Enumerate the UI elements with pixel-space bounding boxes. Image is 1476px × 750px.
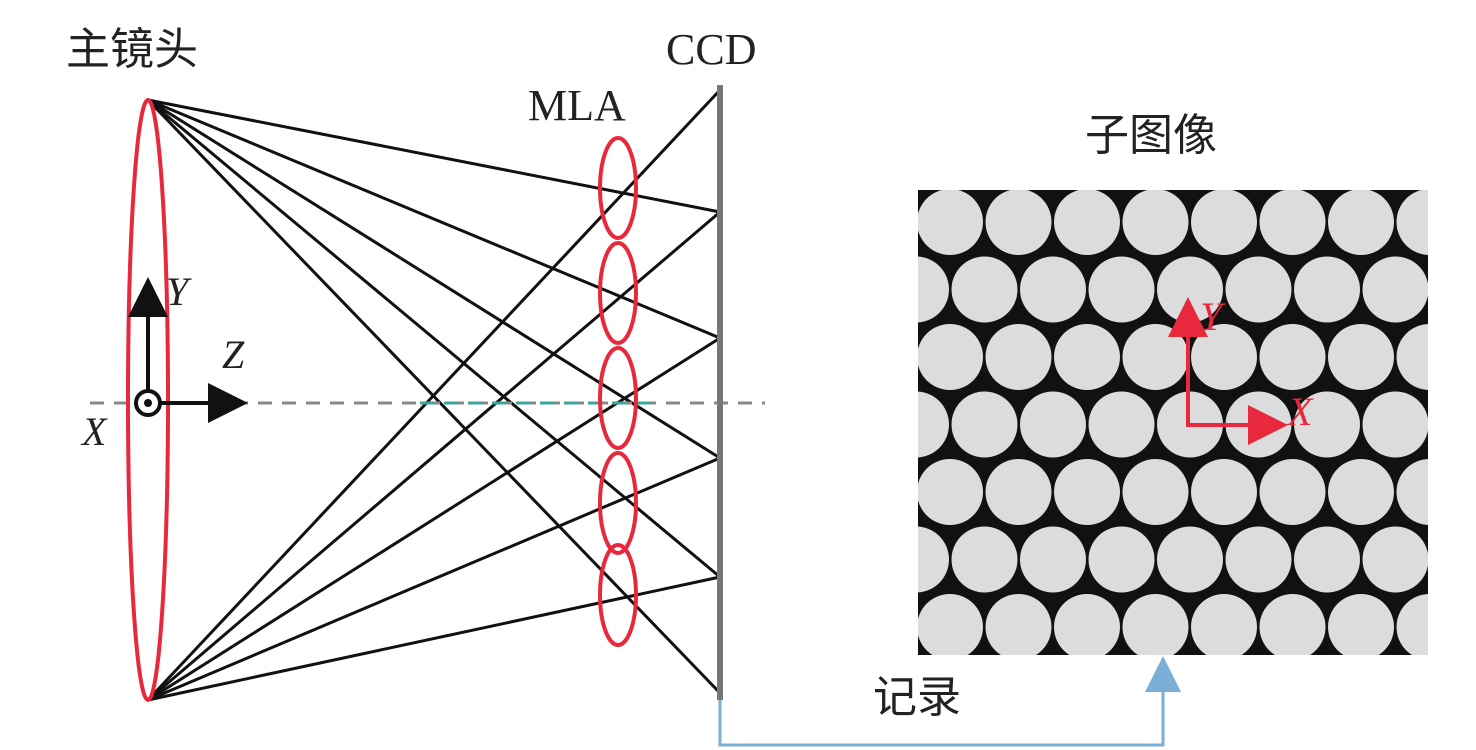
sub-image-cell	[1020, 391, 1086, 458]
ccd-label: CCD	[666, 25, 756, 74]
ray	[147, 98, 721, 340]
sub-image-cell	[1431, 257, 1476, 323]
sub-image-cell	[1396, 459, 1428, 525]
sub-image-cell	[1328, 324, 1394, 390]
sub-image-cell	[918, 324, 983, 390]
sub-image-cell	[918, 526, 949, 593]
sub-image-cell	[1259, 324, 1326, 390]
sub-image-cell	[815, 392, 881, 458]
sub-image-cell	[1396, 324, 1428, 390]
sub-image-cell	[985, 324, 1052, 390]
record-arrow	[718, 656, 1181, 747]
sub-image-cell	[1362, 391, 1428, 458]
sub-image-cell	[985, 459, 1052, 525]
sub-image-cell	[985, 190, 1052, 255]
sub-image-label: 子图像	[1085, 110, 1217, 161]
sub-image-cell	[815, 257, 881, 323]
sub-image-cell	[849, 594, 915, 660]
main-lens	[126, 98, 170, 702]
sub-image-cell	[1054, 459, 1120, 525]
sub-image-cell	[1328, 190, 1394, 255]
microlens	[598, 241, 638, 345]
ray	[147, 210, 721, 702]
sub-image-cell	[1191, 324, 1257, 390]
sub-image-cell	[1225, 526, 1292, 593]
sub-image-cell	[849, 189, 915, 255]
microlens	[598, 543, 638, 647]
microlens	[598, 346, 638, 450]
ray	[147, 456, 721, 702]
sub-image-cell	[918, 459, 983, 525]
sub-image-cell	[1122, 459, 1189, 525]
sub-image-cell	[1122, 324, 1189, 390]
sub-image-cell	[1020, 526, 1086, 593]
sub-image-cell	[1294, 391, 1360, 458]
sub-image-cell	[1465, 459, 1476, 525]
record-label: 记录	[873, 672, 961, 723]
sub-image-cell	[1431, 392, 1476, 458]
sub-image-cell	[1054, 324, 1120, 390]
sub-image-cell	[1054, 594, 1120, 655]
sub-image-cell	[1191, 594, 1257, 655]
sub-image-cell	[1465, 324, 1476, 390]
sub-image-cell	[985, 594, 1052, 655]
sub-image-cell	[849, 459, 915, 525]
sub-image-cell	[1088, 391, 1155, 458]
sub-image-cell	[1431, 527, 1476, 593]
main-lens-label: 主镜头	[66, 24, 198, 75]
sub-image-cell	[1294, 256, 1360, 323]
sub-image-cell	[815, 527, 881, 593]
sub-image-cells	[815, 189, 1476, 660]
sub-image-cell	[1465, 189, 1476, 255]
sub-image-cell	[1020, 256, 1086, 323]
sub-image-cell	[1328, 459, 1394, 525]
microlens	[598, 451, 638, 555]
sub-image-cell	[1259, 190, 1326, 255]
sub-image-cell	[918, 391, 949, 458]
sub-image-cell	[1396, 190, 1428, 255]
ray	[146, 88, 722, 702]
sub-image-cell	[1259, 594, 1326, 655]
microlens	[598, 136, 638, 240]
sub-image-cell	[1122, 190, 1189, 255]
sub-image-cell	[1054, 190, 1120, 255]
z-axis-label: Z	[222, 332, 245, 377]
x-axis-label: X	[80, 409, 108, 454]
sub-image-cell	[951, 526, 1018, 593]
sub-image-cell	[918, 190, 983, 255]
sub-image-cell	[1294, 526, 1360, 593]
sub-image-cell	[1157, 526, 1223, 593]
light-rays	[146, 88, 722, 702]
sub-image-cell	[918, 256, 949, 323]
ray	[147, 575, 721, 702]
sub-image-cell	[849, 324, 915, 390]
sub-image-cell	[1088, 256, 1155, 323]
x-axis-dot	[144, 399, 152, 407]
ray	[147, 336, 721, 702]
microlens-array	[598, 136, 638, 647]
sub-image-cell	[951, 256, 1018, 323]
sub-image-cell	[1191, 459, 1257, 525]
sub-image-cell	[918, 594, 983, 655]
sub-x-label: X	[1286, 389, 1314, 434]
sub-image-cell	[1225, 256, 1292, 323]
sub-image-cell	[951, 391, 1018, 458]
sub-y-label: Y	[1200, 294, 1226, 339]
sub-image-cell	[1465, 594, 1476, 660]
sub-image-cell	[1362, 526, 1428, 593]
sub-image-cell	[1191, 190, 1257, 255]
sub-image-cell	[1259, 459, 1326, 525]
sub-image-cell	[1088, 526, 1155, 593]
sub-image-cell	[1328, 594, 1394, 655]
sub-image-cell	[1122, 594, 1189, 655]
sub-image-cell	[1396, 594, 1428, 655]
y-axis-label: Y	[166, 269, 192, 314]
mla-label: MLA	[528, 81, 626, 130]
sub-image-cell	[1362, 256, 1428, 323]
